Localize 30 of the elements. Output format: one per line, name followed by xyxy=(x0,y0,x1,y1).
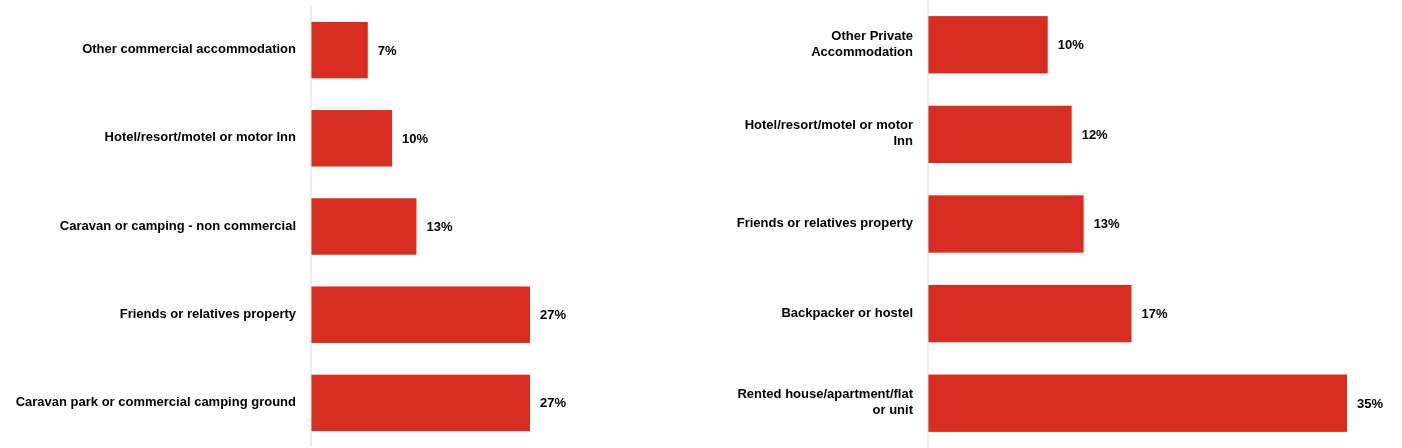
data-label: 27% xyxy=(540,307,567,323)
y-tick-label: Backpacker or hostel xyxy=(781,305,913,321)
bar xyxy=(311,198,417,255)
bar xyxy=(928,195,1084,253)
data-label: 7% xyxy=(377,42,398,58)
bar xyxy=(928,105,1072,164)
data-label: 13% xyxy=(426,218,453,234)
bar xyxy=(311,286,530,343)
y-tick-label: Hotel/resort/motel or motor Inn xyxy=(104,129,297,145)
data-label: 35% xyxy=(1357,395,1384,411)
data-label: 13% xyxy=(1093,216,1121,232)
bar xyxy=(928,374,1347,432)
bar xyxy=(311,110,393,167)
bar xyxy=(311,374,530,432)
data-label: 12% xyxy=(1081,126,1109,142)
data-label: 17% xyxy=(1141,306,1168,322)
y-tick-label: Caravan park or commercial camping ground xyxy=(15,394,297,410)
data-label: 10% xyxy=(1057,37,1085,53)
y-tick-label: Other commercial accommodation xyxy=(82,41,297,57)
y-tick-label: Caravan or camping - non commercial xyxy=(59,217,296,233)
y-tick-label: Friends or relatives property xyxy=(736,215,914,231)
y-tick-label: Other Private Accommodation xyxy=(811,28,914,60)
y-tick-label: Hotel/resort/motel or motor Inn xyxy=(744,117,914,149)
data-label: 10% xyxy=(402,130,429,146)
bar xyxy=(928,284,1132,343)
bar xyxy=(311,21,368,79)
bar xyxy=(928,16,1048,74)
data-label: 27% xyxy=(540,395,567,411)
y-tick-label: Rented house/apartment/flat or unit xyxy=(737,386,914,418)
y-tick-label: Friends or relatives property xyxy=(119,306,297,322)
